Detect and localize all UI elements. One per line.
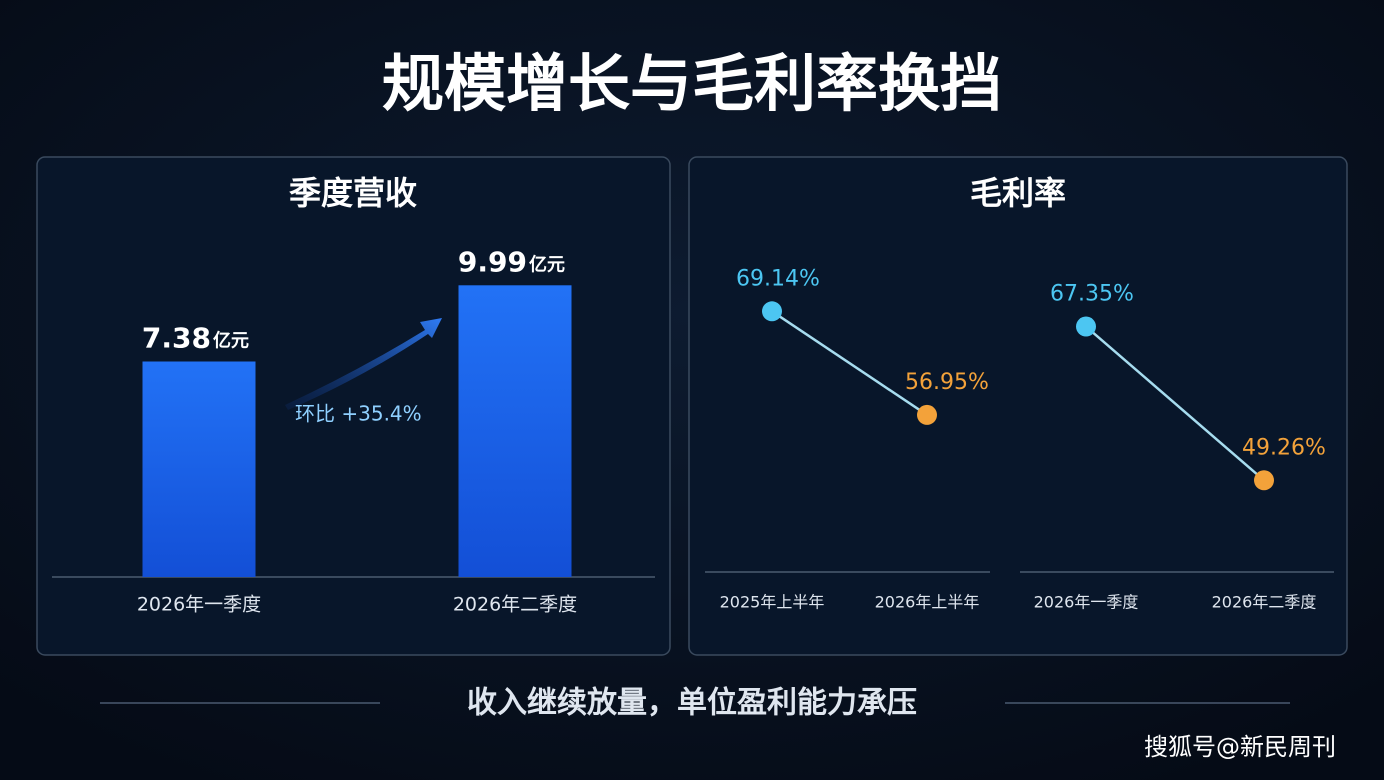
x-tick-label: 2026年二季度 bbox=[1212, 593, 1317, 612]
bar bbox=[142, 361, 256, 577]
value-label: 56.95% bbox=[905, 370, 989, 395]
margin-panel bbox=[688, 156, 1348, 656]
line bbox=[1085, 325, 1265, 482]
value-label: 7.38 bbox=[142, 322, 211, 355]
point bbox=[917, 404, 937, 425]
value-label: 49.26% bbox=[1242, 435, 1326, 460]
main-title: 规模增长与毛利率换挡 bbox=[382, 47, 1002, 120]
value-label: 69.14% bbox=[736, 266, 820, 291]
point bbox=[1076, 316, 1096, 337]
x-tick-label: 2026年二季度 bbox=[453, 594, 577, 616]
value-label: 67.35% bbox=[1050, 282, 1134, 307]
chart-title: 毛利率 bbox=[970, 174, 1066, 212]
value-unit: 亿元 bbox=[529, 253, 565, 275]
bar bbox=[458, 285, 572, 577]
x-tick-label: 2026年一季度 bbox=[137, 594, 261, 616]
x-tick-label: 2025年上半年 bbox=[720, 593, 825, 612]
watermark: 搜狐号@新民周刊 bbox=[1144, 733, 1336, 761]
point bbox=[762, 301, 782, 322]
x-tick-label: 2026年一季度 bbox=[1034, 593, 1139, 612]
x-tick-label: 2026年上半年 bbox=[875, 593, 980, 612]
chart-title: 季度营收 bbox=[289, 174, 417, 212]
line bbox=[771, 310, 928, 416]
point bbox=[1254, 470, 1274, 491]
value-unit: 亿元 bbox=[213, 330, 249, 352]
growth-arrow bbox=[285, 318, 442, 410]
annotation: 环比 +35.4% bbox=[295, 402, 422, 426]
value-label: 9.99 bbox=[458, 245, 527, 278]
footer-text: 收入继续放量，单位盈利能力承压 bbox=[467, 686, 917, 721]
